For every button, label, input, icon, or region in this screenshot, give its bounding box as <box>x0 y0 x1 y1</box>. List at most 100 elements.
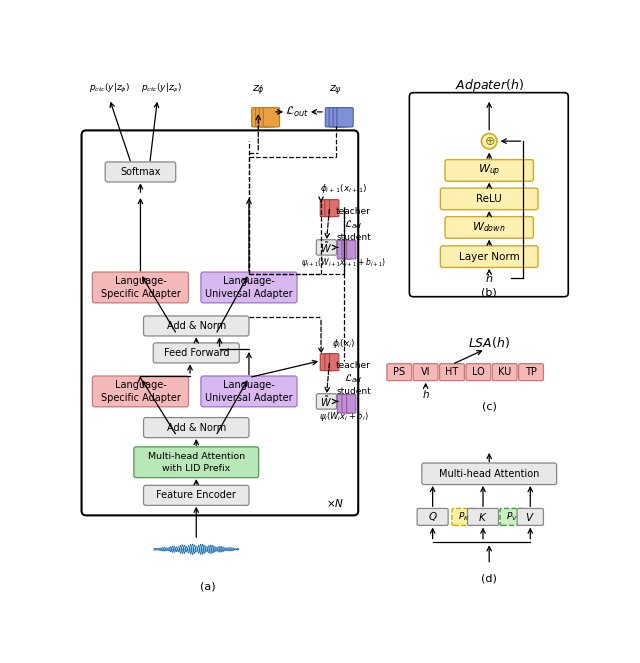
Text: VI: VI <box>421 367 431 377</box>
Text: Specific Adapter: Specific Adapter <box>100 288 180 298</box>
FancyBboxPatch shape <box>492 364 517 381</box>
FancyBboxPatch shape <box>201 272 297 303</box>
Text: $\psi_{i+1}(W_{i+1}x_{i+1}+b_{i+1})$: $\psi_{i+1}(W_{i+1}x_{i+1}+b_{i+1})$ <box>301 257 386 269</box>
FancyBboxPatch shape <box>333 107 349 127</box>
FancyBboxPatch shape <box>81 131 358 515</box>
FancyBboxPatch shape <box>445 217 533 238</box>
Text: $\oplus$: $\oplus$ <box>484 135 495 148</box>
FancyBboxPatch shape <box>440 246 538 267</box>
Text: Specific Adapter: Specific Adapter <box>100 392 180 402</box>
FancyBboxPatch shape <box>467 509 499 525</box>
Text: Feed Forward: Feed Forward <box>163 348 229 358</box>
Text: PS: PS <box>393 367 405 377</box>
FancyBboxPatch shape <box>466 364 491 381</box>
Text: with LID Prefix: with LID Prefix <box>162 464 230 473</box>
Text: $P_V$: $P_V$ <box>506 511 518 523</box>
FancyBboxPatch shape <box>143 418 249 438</box>
FancyBboxPatch shape <box>445 160 533 181</box>
Text: $\tilde{W}$: $\tilde{W}$ <box>321 240 332 255</box>
Text: Layer Norm: Layer Norm <box>459 252 520 262</box>
Text: Multi-head Attention: Multi-head Attention <box>439 469 540 479</box>
FancyBboxPatch shape <box>316 240 337 255</box>
FancyBboxPatch shape <box>518 364 543 381</box>
Text: $\mathcal{L}_{ad}$: $\mathcal{L}_{ad}$ <box>344 372 363 385</box>
FancyBboxPatch shape <box>325 200 334 217</box>
Text: $W_{up}$: $W_{up}$ <box>478 162 500 178</box>
Text: Universal Adapter: Universal Adapter <box>205 392 292 402</box>
FancyBboxPatch shape <box>440 364 465 381</box>
FancyBboxPatch shape <box>500 509 524 525</box>
FancyBboxPatch shape <box>417 509 448 525</box>
Text: (c): (c) <box>482 402 497 412</box>
FancyBboxPatch shape <box>143 485 249 505</box>
FancyBboxPatch shape <box>325 353 334 371</box>
Text: Language-: Language- <box>223 276 275 286</box>
Text: $h$: $h$ <box>485 272 493 284</box>
FancyBboxPatch shape <box>387 364 412 381</box>
Text: $\psi_i(W_ix_i+b_i)$: $\psi_i(W_ix_i+b_i)$ <box>319 410 369 423</box>
Text: $Q$: $Q$ <box>428 511 438 523</box>
FancyBboxPatch shape <box>337 394 347 413</box>
Text: (d): (d) <box>481 573 497 583</box>
Text: ReLU: ReLU <box>476 194 502 204</box>
Text: $K$: $K$ <box>478 511 488 523</box>
Text: student: student <box>336 233 371 242</box>
Text: student: student <box>336 387 371 396</box>
Text: (a): (a) <box>200 581 216 591</box>
Text: $LSA(h)$: $LSA(h)$ <box>468 335 510 351</box>
FancyBboxPatch shape <box>320 200 330 217</box>
FancyBboxPatch shape <box>347 394 356 413</box>
Text: KU: KU <box>498 367 511 377</box>
Text: TP: TP <box>525 367 537 377</box>
Text: $\phi_{i+1}(x_{i+1})$: $\phi_{i+1}(x_{i+1})$ <box>320 182 367 196</box>
FancyBboxPatch shape <box>92 272 189 303</box>
FancyBboxPatch shape <box>316 394 337 409</box>
FancyBboxPatch shape <box>134 447 259 477</box>
FancyBboxPatch shape <box>337 107 353 127</box>
Text: $\tilde{W}$: $\tilde{W}$ <box>321 394 332 409</box>
FancyBboxPatch shape <box>342 394 351 413</box>
Text: teacher: teacher <box>336 208 371 217</box>
FancyBboxPatch shape <box>517 509 543 525</box>
Text: (b): (b) <box>481 288 497 298</box>
FancyBboxPatch shape <box>347 241 356 259</box>
FancyBboxPatch shape <box>342 241 351 259</box>
FancyBboxPatch shape <box>422 463 557 485</box>
Text: Add & Norm: Add & Norm <box>166 422 226 432</box>
Text: Language-: Language- <box>115 381 166 391</box>
Text: $z_\psi$: $z_\psi$ <box>329 83 342 97</box>
Text: Universal Adapter: Universal Adapter <box>205 288 292 298</box>
FancyBboxPatch shape <box>320 353 330 371</box>
FancyBboxPatch shape <box>452 509 476 525</box>
Text: $\mathcal{L}_{out}$: $\mathcal{L}_{out}$ <box>285 105 309 119</box>
FancyBboxPatch shape <box>105 162 176 182</box>
FancyBboxPatch shape <box>337 241 347 259</box>
FancyBboxPatch shape <box>263 107 280 127</box>
Text: Language-: Language- <box>115 276 166 286</box>
FancyBboxPatch shape <box>440 188 538 210</box>
Text: HT: HT <box>445 367 459 377</box>
FancyBboxPatch shape <box>410 93 568 297</box>
Text: Add & Norm: Add & Norm <box>166 321 226 331</box>
Text: $Adpater(h)$: $Adpater(h)$ <box>454 77 524 94</box>
FancyBboxPatch shape <box>201 376 297 407</box>
FancyBboxPatch shape <box>143 316 249 336</box>
Text: $p_{ctc}(y|z_\phi)$: $p_{ctc}(y|z_\phi)$ <box>89 82 130 95</box>
Text: $\phi_i(x_i)$: $\phi_i(x_i)$ <box>332 337 355 350</box>
Text: Softmax: Softmax <box>120 167 161 177</box>
Text: teacher: teacher <box>336 361 371 371</box>
Text: $p_{ctc}(y|z_\psi)$: $p_{ctc}(y|z_\psi)$ <box>141 82 182 95</box>
Text: $\mathcal{L}_{ad}$: $\mathcal{L}_{ad}$ <box>344 218 363 231</box>
FancyBboxPatch shape <box>329 107 346 127</box>
FancyBboxPatch shape <box>153 343 239 363</box>
Text: LO: LO <box>472 367 484 377</box>
Text: Multi-head Attention: Multi-head Attention <box>148 452 245 461</box>
FancyBboxPatch shape <box>255 107 272 127</box>
Text: $h$: $h$ <box>422 388 429 400</box>
FancyBboxPatch shape <box>325 107 342 127</box>
Text: $W_{down}$: $W_{down}$ <box>472 221 506 234</box>
Text: Language-: Language- <box>223 381 275 391</box>
FancyBboxPatch shape <box>92 376 189 407</box>
Circle shape <box>481 133 497 149</box>
FancyBboxPatch shape <box>413 364 438 381</box>
